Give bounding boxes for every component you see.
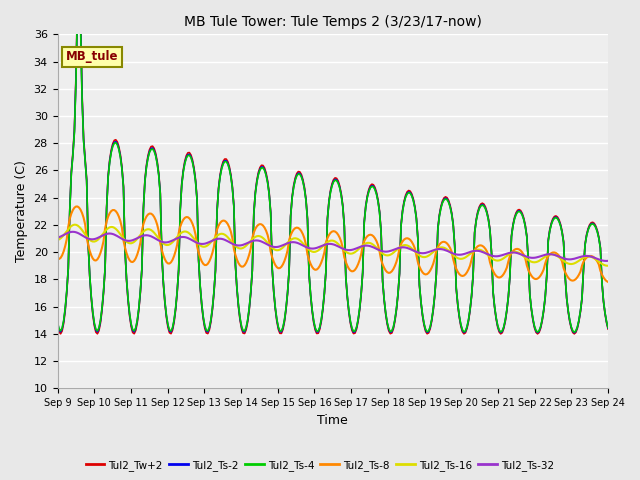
Tul2_Tw+2: [570, 331, 578, 337]
Tul2_Ts-16: [54, 237, 61, 243]
Tul2_Ts-16: [296, 238, 303, 243]
Tul2_Tw+2: [54, 322, 61, 328]
Tul2_Ts-4: [577, 308, 584, 313]
Tul2_Ts-16: [237, 246, 245, 252]
Tul2_Ts-32: [296, 241, 303, 247]
Line: Tul2_Ts-16: Tul2_Ts-16: [58, 225, 608, 266]
Tul2_Ts-8: [123, 250, 131, 256]
Tul2_Ts-32: [237, 242, 245, 248]
Tul2_Ts-8: [54, 256, 61, 262]
Tul2_Ts-16: [575, 258, 583, 264]
Tul2_Ts-2: [247, 289, 255, 295]
Tul2_Ts-4: [296, 171, 303, 177]
Tul2_Tw+2: [123, 277, 131, 283]
Tul2_Ts-32: [575, 254, 583, 260]
Tul2_Ts-2: [604, 325, 612, 331]
Tul2_Ts-8: [74, 204, 81, 209]
Tul2_Ts-4: [247, 289, 255, 295]
Tul2_Tw+2: [604, 326, 612, 332]
Tul2_Ts-32: [69, 229, 77, 235]
Tul2_Ts-4: [220, 161, 227, 167]
Tul2_Ts-16: [247, 238, 255, 244]
Tul2_Ts-4: [604, 324, 612, 330]
Legend: Tul2_Tw+2, Tul2_Ts-2, Tul2_Ts-4, Tul2_Ts-8, Tul2_Ts-16, Tul2_Ts-32: Tul2_Tw+2, Tul2_Ts-2, Tul2_Ts-4, Tul2_Ts…: [81, 456, 559, 475]
Text: MB_tule: MB_tule: [66, 50, 118, 63]
Line: Tul2_Ts-32: Tul2_Ts-32: [58, 232, 608, 261]
Tul2_Ts-2: [220, 160, 227, 166]
Tul2_Tw+2: [220, 158, 227, 164]
Tul2_Ts-2: [123, 276, 131, 282]
Tul2_Ts-32: [604, 258, 612, 264]
Tul2_Ts-16: [220, 231, 227, 237]
Tul2_Ts-2: [570, 330, 578, 336]
Tul2_Ts-8: [575, 272, 583, 277]
Tul2_Ts-8: [247, 246, 255, 252]
X-axis label: Time: Time: [317, 414, 348, 427]
Tul2_Ts-16: [70, 222, 78, 228]
Line: Tul2_Ts-2: Tul2_Ts-2: [58, 0, 608, 333]
Tul2_Ts-32: [603, 258, 611, 264]
Tul2_Ts-16: [123, 239, 131, 245]
Tul2_Ts-32: [123, 238, 131, 243]
Tul2_Ts-16: [604, 263, 612, 269]
Tul2_Ts-4: [570, 329, 578, 335]
Tul2_Tw+2: [247, 290, 255, 296]
Tul2_Ts-4: [123, 276, 131, 282]
Line: Tul2_Ts-4: Tul2_Ts-4: [58, 0, 608, 332]
Tul2_Ts-2: [296, 170, 303, 176]
Tul2_Ts-32: [220, 236, 227, 242]
Tul2_Ts-2: [54, 320, 61, 326]
Line: Tul2_Tw+2: Tul2_Tw+2: [58, 0, 608, 334]
Y-axis label: Temperature (C): Temperature (C): [15, 160, 28, 262]
Tul2_Ts-8: [604, 279, 612, 285]
Tul2_Ts-4: [237, 324, 245, 329]
Tul2_Ts-8: [237, 264, 245, 269]
Tul2_Ts-4: [54, 319, 61, 325]
Tul2_Ts-8: [296, 226, 303, 232]
Tul2_Ts-32: [247, 239, 255, 244]
Line: Tul2_Ts-8: Tul2_Ts-8: [58, 206, 608, 282]
Tul2_Tw+2: [296, 169, 303, 175]
Tul2_Tw+2: [577, 309, 584, 314]
Tul2_Tw+2: [237, 326, 245, 332]
Title: MB Tule Tower: Tule Temps 2 (3/23/17-now): MB Tule Tower: Tule Temps 2 (3/23/17-now…: [184, 15, 482, 29]
Tul2_Ts-32: [54, 235, 61, 240]
Tul2_Ts-2: [577, 308, 584, 314]
Tul2_Ts-2: [237, 324, 245, 330]
Tul2_Ts-8: [220, 218, 227, 224]
